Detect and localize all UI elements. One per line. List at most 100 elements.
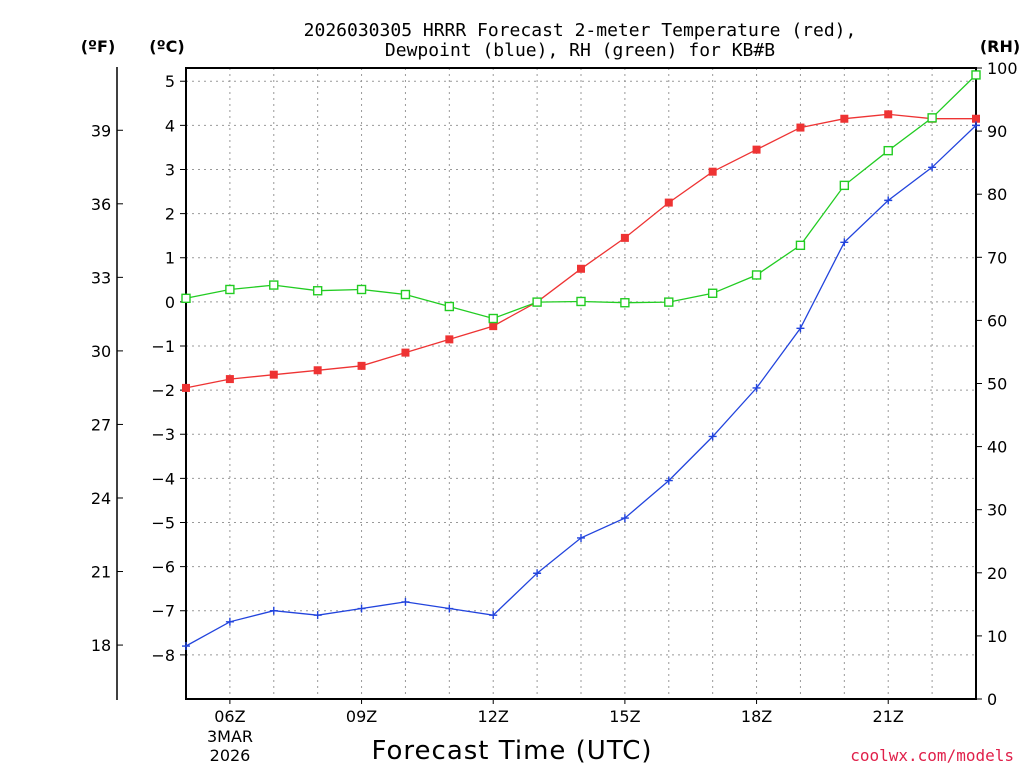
rh-point	[971, 70, 981, 80]
fahrenheit-tick-label: 24	[91, 489, 111, 508]
rh-tick-label: 60	[987, 311, 1007, 330]
chart-title-line1: 2026030305 HRRR Forecast 2-meter Tempera…	[304, 20, 857, 41]
rh-tick-label: 30	[987, 501, 1007, 520]
celsius-tick-label: 3	[165, 160, 175, 179]
dewpoint-point	[313, 611, 322, 620]
temperature-point	[708, 167, 717, 176]
temperature-point	[182, 383, 190, 392]
dewpoint-point	[182, 642, 190, 651]
temperature-point	[577, 264, 585, 273]
fahrenheit-tick-label: 36	[91, 195, 111, 214]
dewpoint-point	[533, 569, 542, 578]
rh-point	[576, 296, 586, 307]
celsius-tick-label: 1	[165, 249, 175, 268]
rh-tick-label: 100	[987, 59, 1018, 78]
dewpoint-point	[357, 604, 366, 613]
celsius-tick-label: −1	[151, 337, 175, 356]
fahrenheit-tick-label: 33	[91, 268, 111, 287]
temperature-point	[225, 375, 234, 384]
time-tick-label: 12Z	[478, 707, 509, 726]
rh-point	[795, 240, 806, 251]
time-tick-label: 21Z	[873, 707, 904, 726]
time-tick-label: 06Z	[214, 707, 245, 726]
rh-point	[225, 284, 235, 295]
dewpoint-point	[840, 238, 849, 247]
rh-tick-label: 40	[987, 438, 1007, 457]
rh-series	[181, 70, 981, 324]
rh-point	[400, 289, 411, 300]
x-axis-title: Forecast Time (UTC)	[371, 736, 652, 766]
celsius-axis: 5 4 3 2 1 0 −1 −2 −3 −4 −5 −6 −7 −8	[151, 72, 186, 665]
fahrenheit-axis: 39 36 33 30 27 24 21 18	[91, 121, 123, 655]
dewpoint-point	[269, 606, 278, 615]
temperature-point	[313, 366, 322, 375]
grid-layer	[186, 68, 976, 699]
dewpoint-point	[708, 432, 717, 441]
dewpoint-point	[928, 163, 937, 172]
fahrenheit-unit-label: (ºF)	[81, 37, 116, 56]
rh-point	[181, 293, 191, 304]
temperature-point	[796, 123, 805, 132]
dewpoint-point	[225, 617, 234, 626]
fahrenheit-tick-label: 27	[91, 415, 111, 434]
temperature-point	[620, 233, 629, 242]
celsius-tick-label: −4	[151, 469, 175, 488]
celsius-tick-label: −3	[151, 425, 175, 444]
credit-link[interactable]: coolwx.com/models	[850, 746, 1014, 765]
temperature-point	[489, 322, 498, 331]
series-layer	[181, 70, 981, 651]
dewpoint-point	[972, 121, 980, 130]
dewpoint-point	[884, 196, 893, 205]
celsius-tick-label: 5	[165, 72, 175, 91]
rh-tick-label: 90	[987, 122, 1007, 141]
chart-title-line2: Dewpoint (blue), RH (green) for KB#B	[385, 40, 775, 61]
temperature-point	[401, 348, 410, 357]
celsius-tick-label: −5	[151, 513, 175, 532]
rh-tick-label: 70	[987, 248, 1007, 267]
temperature-point	[357, 361, 366, 370]
celsius-tick-label: −6	[151, 558, 175, 577]
temperature-point	[269, 370, 278, 379]
celsius-tick-label: −8	[151, 646, 175, 665]
celsius-tick-label: 2	[165, 205, 175, 224]
dewpoint-point	[577, 533, 585, 542]
rh-point	[883, 145, 893, 156]
rh-tick-label: 20	[987, 564, 1007, 583]
dewpoint-point	[664, 476, 673, 485]
dewpoint-point	[620, 514, 629, 523]
rh-tick-label: 0	[987, 690, 997, 709]
time-tick-label: 18Z	[741, 707, 772, 726]
time-axis: 06Z 09Z 12Z 15Z 18Z 21Z	[214, 699, 904, 726]
dewpoint-series	[182, 121, 980, 651]
temperature-point	[884, 110, 893, 119]
date-year-label: 2026	[210, 746, 251, 765]
dewpoint-point	[489, 611, 498, 620]
temperature-point	[972, 114, 980, 123]
fahrenheit-tick-label: 39	[91, 121, 111, 140]
dewpoint-point	[752, 383, 761, 392]
rh-point	[927, 113, 937, 123]
rh-point	[356, 284, 367, 295]
rh-tick-label: 80	[987, 185, 1007, 204]
rh-point	[664, 297, 674, 307]
rh-tick-label: 10	[987, 627, 1007, 646]
celsius-tick-label: −7	[151, 602, 175, 621]
rh-point	[444, 301, 455, 312]
time-tick-label: 09Z	[346, 707, 377, 726]
plot-frame	[185, 67, 977, 700]
rh-unit-label: (RH)	[980, 37, 1020, 56]
date-month-label: 3MAR	[207, 727, 253, 746]
celsius-unit-label: (ºC)	[149, 37, 184, 56]
rh-point	[312, 286, 323, 296]
rh-point	[269, 280, 279, 290]
celsius-tick-label: −2	[151, 381, 175, 400]
temperature-point	[840, 114, 849, 123]
dewpoint-point	[445, 604, 454, 613]
fahrenheit-tick-label: 30	[91, 342, 111, 361]
dewpoint-point	[401, 597, 410, 606]
temperature-point	[445, 335, 454, 344]
temperature-point	[664, 198, 673, 207]
rh-point	[488, 313, 498, 324]
